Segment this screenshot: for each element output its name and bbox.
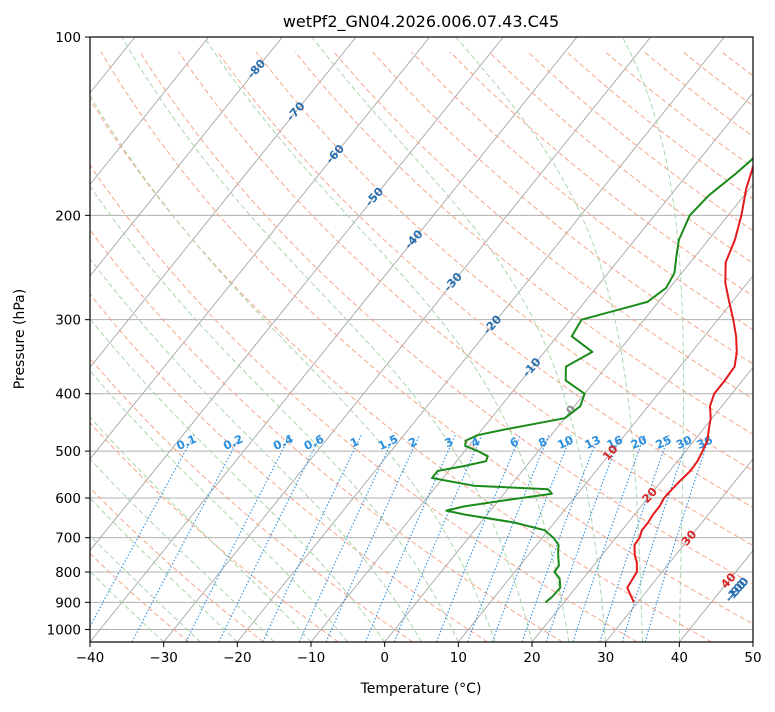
x-tick-label: 30: [597, 650, 614, 666]
y-tick-label: 400: [55, 387, 81, 403]
y-tick-label: 500: [55, 444, 81, 460]
y-tick-label: 800: [55, 565, 81, 581]
x-tick-label: 40: [671, 650, 688, 666]
x-tick-label: −30: [149, 650, 178, 666]
y-tick-label: 900: [55, 595, 81, 611]
x-tick-label: 0: [380, 650, 389, 666]
x-tick-label: 50: [744, 650, 761, 666]
x-tick-label: 10: [450, 650, 467, 666]
x-axis-label: Temperature (°C): [360, 681, 482, 697]
x-tick-label: −40: [76, 650, 105, 666]
y-tick-label: 200: [55, 208, 81, 224]
chart-title: wetPf2_GN04.2026.006.07.43.C45: [283, 12, 559, 32]
x-tick-label: −20: [223, 650, 252, 666]
y-axis-label: Pressure (hPa): [12, 289, 28, 389]
x-tick-label: −10: [297, 650, 326, 666]
x-tick-label: 20: [523, 650, 540, 666]
y-tick-label: 1000: [47, 622, 81, 638]
y-tick-label: 600: [55, 491, 81, 507]
y-tick-label: 100: [55, 30, 81, 46]
y-tick-label: 700: [55, 531, 81, 547]
y-tick-label: 300: [55, 313, 81, 329]
